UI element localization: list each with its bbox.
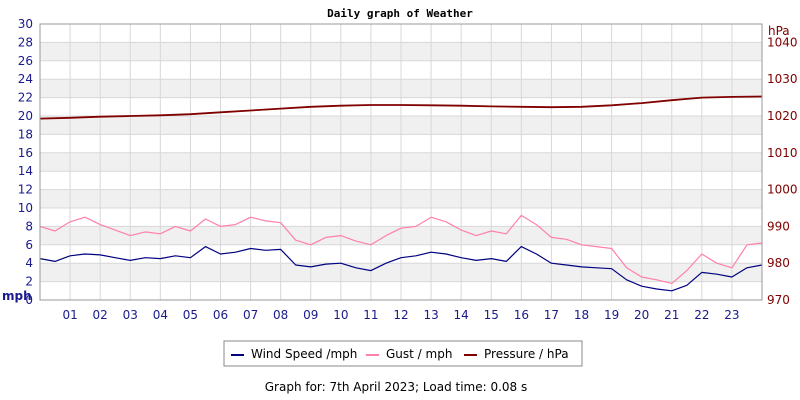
right-axis-tick-label: 1020 <box>767 109 798 123</box>
series-line-wind-speed <box>39 246 763 292</box>
x-axis-tick-label: 18 <box>574 308 589 322</box>
left-axis-unit: mph <box>2 289 32 303</box>
left-axis-tick-label: 8 <box>25 219 33 233</box>
x-axis-tick-label: 03 <box>123 308 138 322</box>
x-axis-tick-label: 15 <box>484 308 499 322</box>
left-axis-tick-label: 26 <box>18 54 33 68</box>
x-axis-tick-label: 22 <box>694 308 709 322</box>
x-axis-tick-label: 19 <box>604 308 619 322</box>
left-axis-tick-label: 12 <box>18 183 33 197</box>
right-axis-tick-label: 990 <box>767 219 790 233</box>
x-axis-tick-label: 06 <box>213 308 228 322</box>
legend-label-wind-speed: Wind Speed /mph <box>251 347 357 361</box>
x-axis-tick-label: 14 <box>454 308 469 322</box>
series-layer <box>39 95 763 292</box>
right-axis-tick-label: 1010 <box>767 146 798 160</box>
x-axis-tick-label: 21 <box>664 308 679 322</box>
plot-frame <box>39 23 763 301</box>
left-axis-tick-label: 2 <box>25 275 33 289</box>
x-axis-tick-label: 07 <box>243 308 258 322</box>
x-axis-tick-label: 17 <box>544 308 559 322</box>
left-axis-tick-label: 28 <box>18 35 33 49</box>
x-axis-tick-label: 20 <box>634 308 649 322</box>
right-axis-tick-label: 970 <box>767 293 790 307</box>
right-axis-unit: hPa <box>768 24 790 38</box>
x-axis-tick-label: 23 <box>724 308 739 322</box>
legend-label-gust: Gust / mph <box>386 347 452 361</box>
left-axis-tick-label: 16 <box>18 146 33 160</box>
right-axis-tick-label: 1000 <box>767 183 798 197</box>
legend-label-pressure: Pressure / hPa <box>484 347 569 361</box>
footer-caption: Graph for: 7th April 2023; Load time: 0.… <box>265 380 528 394</box>
left-axis-tick-label: 10 <box>18 201 33 215</box>
series-line-pressure <box>39 95 763 120</box>
x-axis-tick-label: 04 <box>153 308 168 322</box>
x-axis-tick-label: 05 <box>183 308 198 322</box>
series-line-gust <box>39 214 763 284</box>
x-axis-tick-label: 08 <box>273 308 288 322</box>
legend-box <box>223 340 583 367</box>
x-axis-tick-label: 12 <box>393 308 408 322</box>
left-axis-tick-label: 22 <box>18 91 33 105</box>
left-axis-tick-label: 30 <box>18 17 33 31</box>
left-axis-tick-label: 20 <box>18 109 33 123</box>
left-axis-tick-label: 24 <box>18 72 33 86</box>
left-axis-tick-label: 18 <box>18 127 33 141</box>
axis-ticks: 0246810121416182022242628309709809901000… <box>18 17 798 322</box>
x-axis-tick-label: 10 <box>333 308 348 322</box>
legend: Wind Speed /mph Gust / mph Pressure / hP… <box>223 340 583 367</box>
x-axis-tick-label: 16 <box>514 308 529 322</box>
left-axis-tick-label: 6 <box>25 238 33 252</box>
left-axis-tick-label: 4 <box>25 256 33 270</box>
chart-title: Daily graph of Weather <box>327 7 473 20</box>
x-axis-tick-label: 13 <box>423 308 438 322</box>
left-axis-tick-label: 0 <box>25 293 33 307</box>
x-axis-tick-label: 02 <box>93 308 108 322</box>
left-axis-tick-label: 14 <box>18 164 33 178</box>
x-axis-tick-label: 11 <box>363 308 378 322</box>
x-axis-tick-label: 09 <box>303 308 318 322</box>
right-axis-tick-label: 1030 <box>767 72 798 86</box>
right-axis-tick-label: 980 <box>767 256 790 270</box>
right-axis-tick-label: 1040 <box>767 35 798 49</box>
x-axis-tick-label: 01 <box>62 308 77 322</box>
